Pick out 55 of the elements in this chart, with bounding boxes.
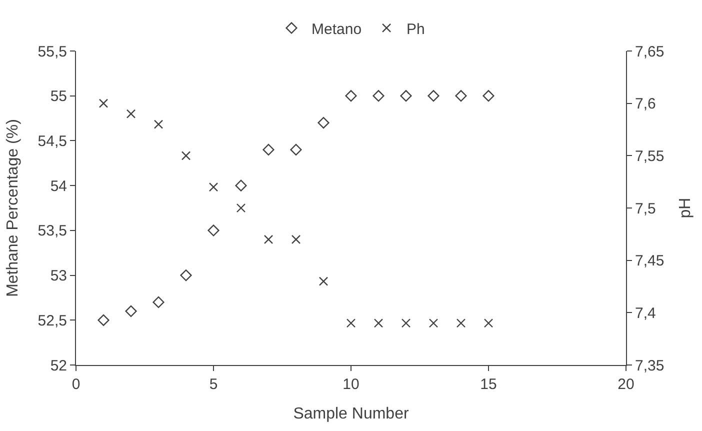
x-tick-label: 20 — [618, 376, 634, 393]
y2-tick-label: 7,65 — [635, 43, 664, 60]
y-tick-label: 54,5 — [38, 132, 67, 150]
point — [236, 203, 246, 213]
point — [152, 296, 164, 308]
y-tick-label: 53 — [50, 268, 67, 285]
point — [456, 318, 466, 328]
y-tick-label: 55 — [50, 88, 67, 106]
point — [154, 120, 164, 129]
point — [208, 182, 218, 192]
y2-tick-label: 7,45 — [635, 252, 664, 270]
point — [372, 90, 384, 102]
point — [98, 98, 108, 108]
y-tick-label: 54 — [50, 178, 67, 195]
x-tick-label: 0 — [72, 376, 80, 393]
y2-tick-label: 7,4 — [635, 304, 656, 322]
point — [318, 116, 330, 129]
x-tick-label: 10 — [342, 376, 360, 393]
point — [181, 151, 191, 160]
point — [401, 318, 411, 328]
y2-tick-label: 7,6 — [635, 96, 656, 113]
point — [208, 224, 220, 236]
y-axis-title: Methane Percentage (%) — [4, 119, 22, 297]
x-axis-title: Sample Number — [293, 406, 410, 423]
y2-axis-title: pH — [676, 198, 694, 218]
y2-tick-label: 7,5 — [635, 200, 656, 218]
point — [235, 180, 247, 192]
point — [180, 269, 192, 282]
y2-tick-label: 7,35 — [635, 357, 664, 374]
point — [428, 90, 440, 102]
point — [264, 234, 274, 244]
point — [455, 90, 467, 102]
point — [290, 144, 302, 156]
y-tick-label: 55,5 — [38, 43, 67, 60]
y-tick-label: 52,5 — [38, 312, 67, 330]
point — [98, 314, 110, 326]
x-tick-label: 15 — [480, 376, 497, 393]
point — [125, 305, 137, 317]
y-tick-label: 52 — [50, 357, 67, 374]
point — [400, 90, 412, 102]
point — [126, 109, 136, 118]
point — [262, 144, 274, 156]
point — [484, 318, 494, 328]
x-tick-label: 5 — [209, 376, 218, 393]
point — [428, 318, 438, 328]
point — [482, 90, 494, 102]
point — [345, 90, 357, 102]
legend-label: Metano — [312, 20, 362, 38]
point — [374, 318, 384, 328]
point — [318, 276, 328, 286]
point — [346, 318, 356, 328]
point — [291, 234, 301, 244]
y2-tick-label: 7,55 — [635, 148, 664, 165]
legend-label: Ph — [406, 20, 425, 38]
y-tick-label: 53,5 — [38, 222, 67, 240]
